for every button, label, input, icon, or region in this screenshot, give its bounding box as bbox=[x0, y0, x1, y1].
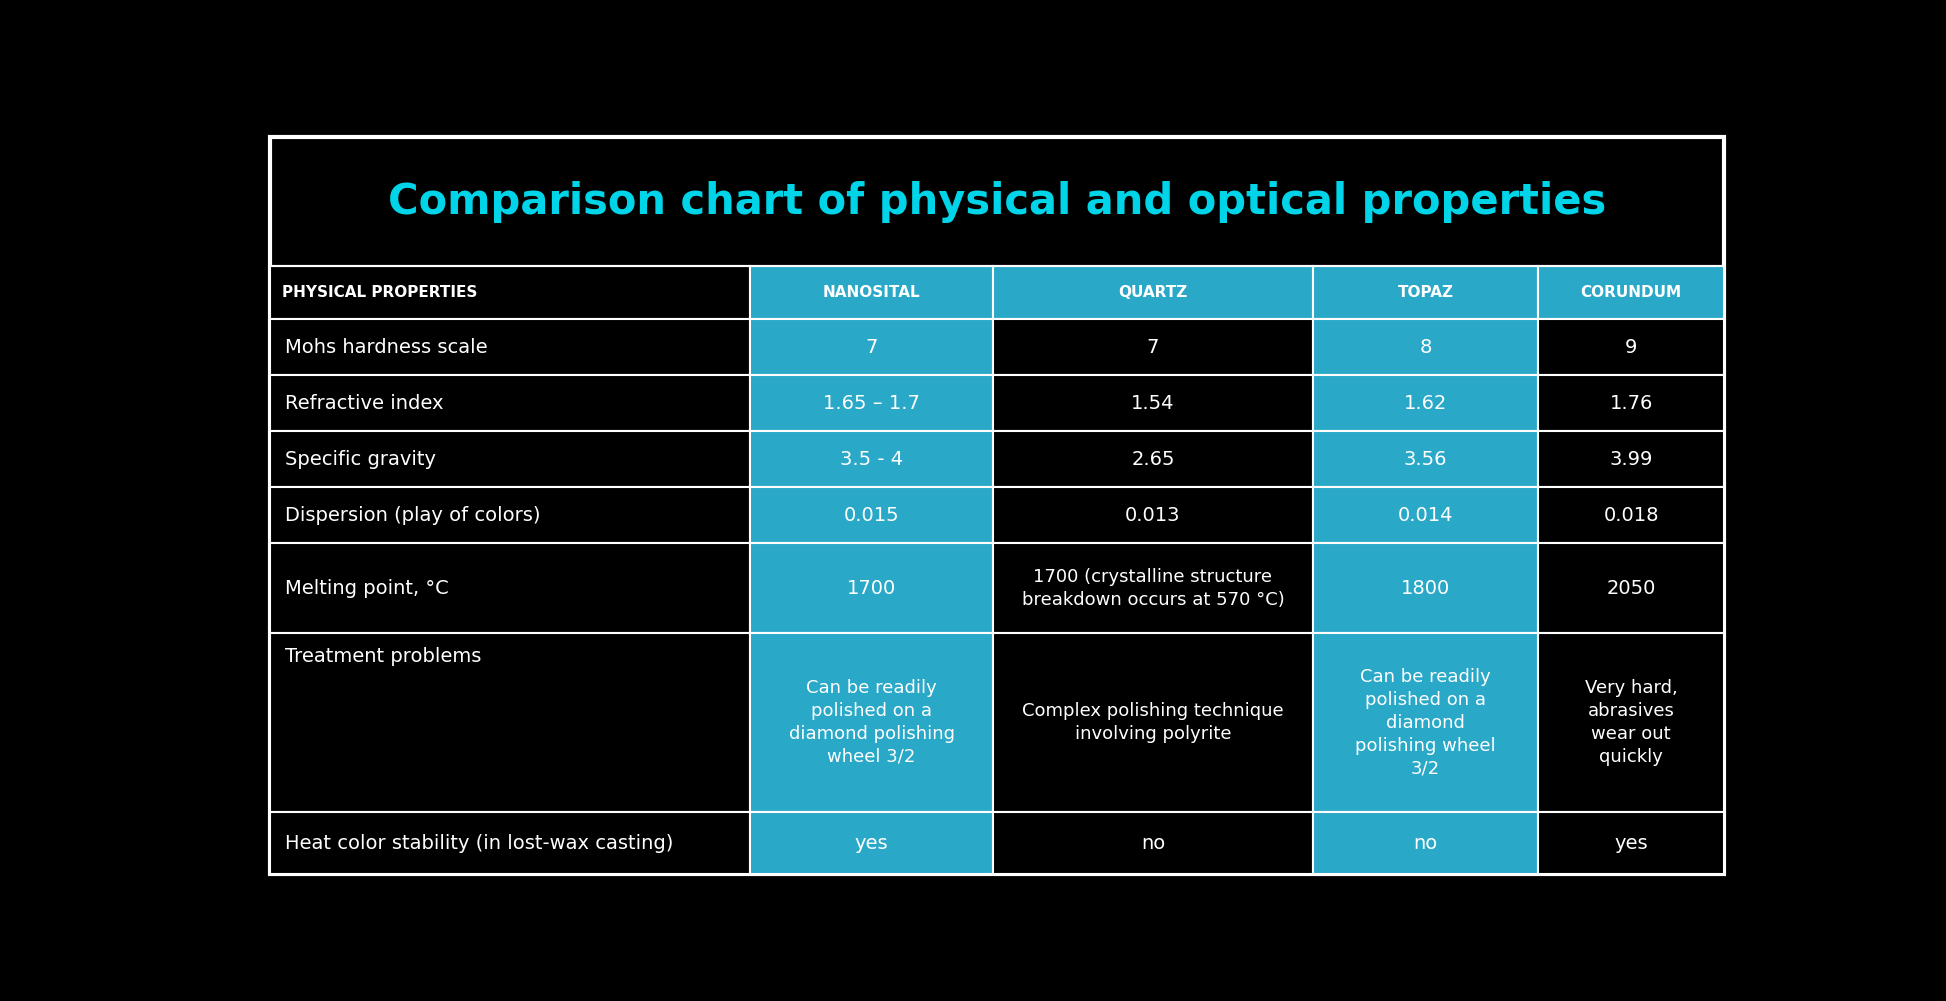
Text: 7: 7 bbox=[1146, 337, 1160, 356]
Text: 8: 8 bbox=[1419, 337, 1432, 356]
Bar bbox=[749, 431, 992, 487]
Bar bbox=[270, 431, 749, 487]
Text: 2050: 2050 bbox=[1607, 579, 1656, 598]
Bar bbox=[992, 544, 1314, 633]
Bar bbox=[270, 544, 749, 633]
Bar bbox=[749, 812, 992, 874]
Text: Melting point, °C: Melting point, °C bbox=[286, 579, 450, 598]
Bar bbox=[1537, 633, 1724, 812]
Text: QUARTZ: QUARTZ bbox=[1119, 285, 1187, 300]
Bar bbox=[270, 812, 749, 874]
Text: PHYSICAL PROPERTIES: PHYSICAL PROPERTIES bbox=[282, 285, 479, 300]
Text: Complex polishing technique
involving polyrite: Complex polishing technique involving po… bbox=[1022, 702, 1284, 743]
Bar bbox=[1537, 375, 1724, 431]
Bar bbox=[749, 633, 992, 812]
Text: Can be readily
polished on a
diamond polishing
wheel 3/2: Can be readily polished on a diamond pol… bbox=[788, 680, 955, 766]
Bar bbox=[992, 319, 1314, 375]
Text: Can be readily
polished on a
diamond
polishing wheel
3/2: Can be readily polished on a diamond pol… bbox=[1354, 668, 1496, 778]
Bar bbox=[270, 633, 749, 812]
Text: Dispersion (play of colors): Dispersion (play of colors) bbox=[286, 506, 541, 525]
Bar bbox=[1314, 544, 1537, 633]
Bar bbox=[1537, 431, 1724, 487]
Text: 1.54: 1.54 bbox=[1131, 393, 1175, 412]
Text: no: no bbox=[1413, 834, 1438, 853]
Bar bbox=[992, 812, 1314, 874]
Text: 3.99: 3.99 bbox=[1609, 449, 1652, 468]
Text: 2.65: 2.65 bbox=[1131, 449, 1175, 468]
Bar bbox=[1537, 812, 1724, 874]
Text: Very hard,
abrasives
wear out
quickly: Very hard, abrasives wear out quickly bbox=[1584, 680, 1677, 766]
Text: no: no bbox=[1140, 834, 1166, 853]
Text: 3.56: 3.56 bbox=[1403, 449, 1448, 468]
Text: 0.014: 0.014 bbox=[1397, 506, 1454, 525]
Text: Refractive index: Refractive index bbox=[286, 393, 444, 412]
Bar bbox=[1537, 544, 1724, 633]
Text: 1800: 1800 bbox=[1401, 579, 1450, 598]
Bar bbox=[1314, 633, 1537, 812]
Bar bbox=[270, 487, 749, 544]
Text: Heat color stability (in lost-wax casting): Heat color stability (in lost-wax castin… bbox=[286, 834, 673, 853]
Bar bbox=[749, 319, 992, 375]
Text: Specific gravity: Specific gravity bbox=[286, 449, 436, 468]
Bar bbox=[992, 487, 1314, 544]
Text: 1.62: 1.62 bbox=[1403, 393, 1448, 412]
Bar bbox=[270, 266, 749, 319]
Text: 1700 (crystalline structure
breakdown occurs at 570 °C): 1700 (crystalline structure breakdown oc… bbox=[1022, 568, 1284, 609]
Bar bbox=[270, 375, 749, 431]
Text: yes: yes bbox=[1615, 834, 1648, 853]
Bar bbox=[749, 266, 992, 319]
Bar bbox=[1314, 431, 1537, 487]
Bar bbox=[992, 266, 1314, 319]
Text: CORUNDUM: CORUNDUM bbox=[1580, 285, 1681, 300]
Text: NANOSITAL: NANOSITAL bbox=[823, 285, 920, 300]
Text: Comparison chart of physical and optical properties: Comparison chart of physical and optical… bbox=[387, 180, 1607, 222]
Bar bbox=[992, 375, 1314, 431]
Text: 1.76: 1.76 bbox=[1609, 393, 1652, 412]
Text: 1700: 1700 bbox=[847, 579, 897, 598]
Text: TOPAZ: TOPAZ bbox=[1397, 285, 1454, 300]
Text: 7: 7 bbox=[866, 337, 878, 356]
Bar bbox=[992, 431, 1314, 487]
Text: 1.65 – 1.7: 1.65 – 1.7 bbox=[823, 393, 920, 412]
Text: 0.018: 0.018 bbox=[1604, 506, 1658, 525]
Text: Treatment problems: Treatment problems bbox=[286, 648, 483, 667]
Bar bbox=[270, 319, 749, 375]
Text: 9: 9 bbox=[1625, 337, 1637, 356]
Bar bbox=[1537, 319, 1724, 375]
Text: 0.013: 0.013 bbox=[1125, 506, 1181, 525]
Text: 0.015: 0.015 bbox=[845, 506, 899, 525]
Bar bbox=[992, 633, 1314, 812]
Bar bbox=[749, 544, 992, 633]
Bar bbox=[1314, 319, 1537, 375]
Bar bbox=[1314, 266, 1537, 319]
Bar bbox=[749, 487, 992, 544]
Bar bbox=[1314, 812, 1537, 874]
Bar bbox=[1314, 375, 1537, 431]
Bar bbox=[1314, 487, 1537, 544]
Text: 3.5 - 4: 3.5 - 4 bbox=[841, 449, 903, 468]
Bar bbox=[749, 375, 992, 431]
Bar bbox=[1537, 266, 1724, 319]
Text: Mohs hardness scale: Mohs hardness scale bbox=[286, 337, 488, 356]
Bar bbox=[1537, 487, 1724, 544]
Text: yes: yes bbox=[854, 834, 889, 853]
